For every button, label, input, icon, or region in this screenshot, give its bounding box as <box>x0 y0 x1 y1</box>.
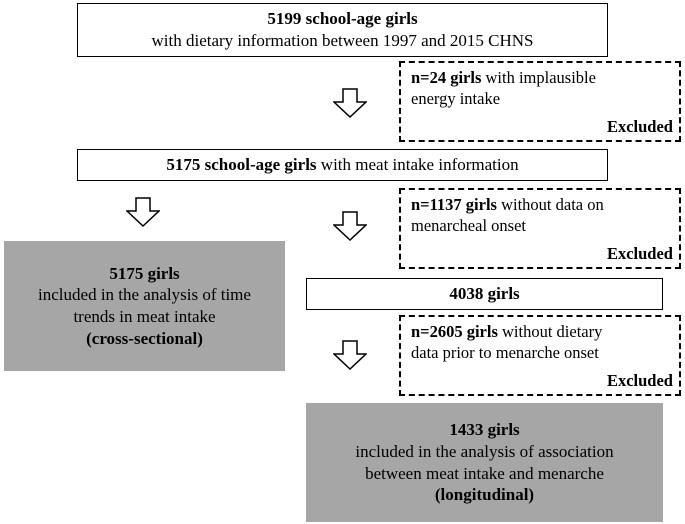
exclusion-box-energy: n=24 girls with implausible energy intak… <box>399 61 681 142</box>
down-arrow-icon <box>333 340 367 370</box>
longitudinal-count: 1433 girls <box>449 420 520 439</box>
exclusion-box-dietary: n=2605 girls without dietary data prior … <box>399 315 681 396</box>
longitudinal-desc-2: between meat intake and menarche <box>365 463 604 483</box>
cross-sectional-desc-2: trends in meat intake <box>73 307 216 326</box>
girls-4038-count: 4038 girls <box>449 284 520 304</box>
cross-sectional-desc-1: included in the analysis of time <box>38 285 251 305</box>
excluded-count-energy: n=24 girls <box>411 68 482 87</box>
meat-intake-desc: with meat intake information <box>316 155 519 175</box>
excluded-count-menarche: n=1137 girls <box>411 195 497 214</box>
cross-sectional-count: 5175 girls <box>109 263 180 283</box>
longitudinal-desc-1: included in the analysis of association <box>355 441 614 461</box>
initial-cohort-desc: with dietary information between 1997 an… <box>151 31 534 50</box>
box-cross-sectional: 5175 girls included in the analysis of t… <box>4 241 285 371</box>
box-longitudinal: 1433 girls included in the analysis of a… <box>306 403 663 522</box>
initial-cohort-count: 5199 school-age girls <box>267 9 418 29</box>
meat-intake-count: 5175 school-age girls <box>166 155 317 175</box>
box-meat-intake: 5175 school-age girls with meat intake i… <box>77 149 608 181</box>
exclusion-reason-energy: with implausible <box>481 68 596 87</box>
excluded-label: Excluded <box>606 370 673 390</box>
exclusion-reason-energy-cont: energy intake <box>411 89 501 109</box>
exclusion-reason-dietary: without dietary <box>497 322 603 341</box>
excluded-label: Excluded <box>606 243 673 263</box>
down-arrow-icon <box>333 88 367 118</box>
cross-sectional-label: (cross-sectional) <box>86 328 203 348</box>
excluded-label: Excluded <box>606 116 673 136</box>
down-arrow-icon <box>333 211 367 241</box>
longitudinal-label: (longitudinal) <box>434 485 535 505</box>
excluded-count-dietary: n=2605 girls <box>411 322 498 341</box>
exclusion-reason-dietary-cont: data prior to menarche onset <box>411 343 599 363</box>
exclusion-reason-menarche: without data on <box>496 195 604 214</box>
box-4038-girls: 4038 girls <box>306 278 663 310</box>
exclusion-box-menarche: n=1137 girls without data on menarcheal … <box>399 188 681 269</box>
box-initial-cohort: 5199 school-age girls with dietary infor… <box>77 3 608 57</box>
exclusion-reason-menarche-cont: menarcheal onset <box>411 216 526 236</box>
down-arrow-icon <box>126 197 160 227</box>
